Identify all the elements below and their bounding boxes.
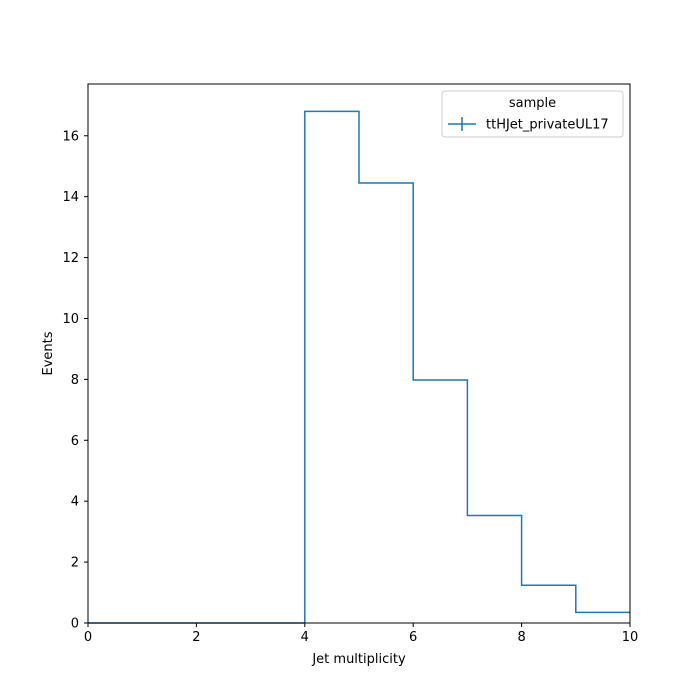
x-axis-label: Jet multiplicity <box>311 652 406 667</box>
legend-box <box>441 90 624 138</box>
y-tick-label: 6 <box>71 434 79 449</box>
y-axis-label: Events <box>41 331 56 375</box>
x-tick-label: 4 <box>301 630 309 645</box>
x-tick-label: 0 <box>84 630 92 645</box>
y-tick-label: 2 <box>71 556 79 571</box>
x-tick-label: 8 <box>517 630 525 645</box>
legend: sample ttHJet_privateUL17 <box>441 90 624 138</box>
y-tick-label: 0 <box>71 617 79 632</box>
y-tick-label: 14 <box>62 190 79 205</box>
x-axis-ticks: 0 2 4 6 8 10 <box>84 623 638 645</box>
legend-entries: ttHJet_privateUL17 <box>448 117 609 133</box>
y-axis-ticks: 0 2 4 6 8 10 12 14 16 <box>62 129 88 632</box>
y-tick-label: 12 <box>62 251 79 266</box>
histogram-step-line <box>88 110 630 624</box>
x-tick-label: 10 <box>622 630 639 645</box>
y-tick-label: 8 <box>71 373 79 388</box>
y-tick-label: 16 <box>62 129 79 144</box>
x-tick-label: 2 <box>192 630 200 645</box>
series-layer <box>88 110 630 624</box>
y-tick-label: 4 <box>71 495 79 510</box>
legend-title: sample <box>509 96 556 111</box>
y-tick-label: 10 <box>62 312 79 327</box>
legend-label: ttHJet_privateUL17 <box>486 118 609 133</box>
x-tick-label: 6 <box>409 630 417 645</box>
plot-frame <box>87 83 631 624</box>
